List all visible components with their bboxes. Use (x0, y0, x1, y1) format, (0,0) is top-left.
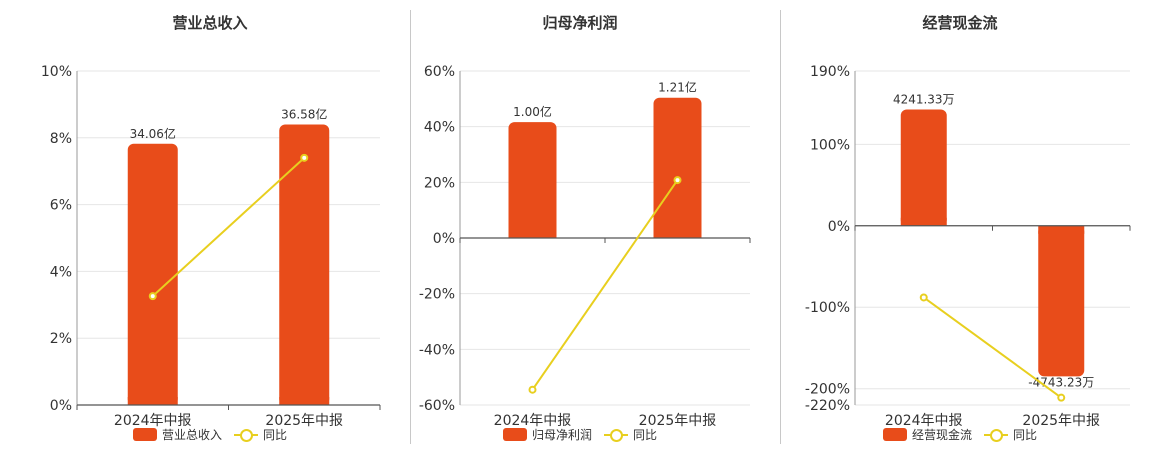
chart-panel-cash-flow: 经营现金流 -220% -200% -100% 0% 100% 190% 4241.33万 -… (775, 0, 1145, 450)
legend-bar-label: 归母净利润 (531, 428, 592, 442)
y-tick-label: 0% (828, 219, 850, 235)
chart-panel-revenue: 营业总收入 0% 2% 4% 6% 8% 10% 34.06亿 36.58亿 2024年中报 20… (25, 0, 395, 450)
chart-panel-net-profit: 归母净利润 -60% -40% -20% 0% 20% 40% 60% 1.00亿 1.21亿 2… (395, 0, 765, 450)
x-tick-label: 2025年中报 (1022, 413, 1100, 429)
y-tick-label: -220% (805, 398, 850, 414)
y-tick-label: -100% (805, 300, 850, 316)
legend-line-marker (604, 428, 628, 442)
bar-data-label: -4743.23万 (1028, 375, 1094, 389)
y-tick-label: 6% (50, 198, 72, 214)
bar-data-label: 34.06亿 (130, 126, 176, 141)
bar-base (127, 397, 178, 405)
line-point (1057, 393, 1066, 402)
line-point (673, 176, 682, 185)
legend-bar-label: 经营现金流 (911, 428, 972, 442)
panel-divider (780, 10, 781, 444)
legend-item-bar[interactable]: 经营现金流 (882, 426, 972, 443)
bar-base (508, 230, 557, 238)
legend-item-bar[interactable]: 归母净利润 (502, 426, 592, 443)
bar-base (653, 230, 702, 238)
bar (1038, 225, 1085, 377)
bar-base (900, 217, 947, 226)
legend-line-marker (984, 428, 1008, 442)
y-tick-label: 2% (50, 331, 72, 347)
chart-title: 归母净利润 (542, 14, 618, 32)
x-tick-label: 2024年中报 (494, 413, 572, 429)
legend-item-bar[interactable]: 营业总收入 (132, 426, 222, 443)
x-tick-label: 2025年中报 (639, 413, 717, 429)
line-series (923, 296, 1062, 399)
legend-line-label: 同比 (263, 428, 288, 442)
bar (508, 122, 557, 238)
legend-line-label: 同比 (1013, 428, 1038, 442)
bar-base (1038, 225, 1085, 234)
legend: 营业总收入 同比 (25, 426, 395, 443)
legend-item-line[interactable]: 同比 (234, 426, 287, 443)
x-tick-label: 2024年中报 (114, 413, 192, 429)
legend: 归母净利润 同比 (395, 426, 765, 443)
bar (653, 97, 702, 238)
bar-data-label: 36.58亿 (281, 106, 327, 121)
chart-svg: -60% -40% -20% 0% 20% 40% 60% 1.00亿 1.21亿 2024年中报… (419, 64, 751, 429)
bar (900, 109, 947, 226)
legend: 经营现金流 同比 (775, 426, 1145, 443)
chart-title: 营业总收入 (172, 14, 248, 32)
bar (127, 143, 178, 405)
legend-item-line[interactable]: 同比 (604, 426, 657, 443)
legend-bar-swatch (882, 428, 907, 441)
bar (279, 124, 330, 405)
y-tick-label: -20% (419, 287, 455, 303)
y-tick-label: 20% (424, 175, 455, 191)
y-tick-label: 190% (810, 64, 850, 80)
chart-title: 经营现金流 (922, 14, 998, 32)
legend-bar-swatch (132, 428, 157, 441)
y-tick-label: 100% (810, 137, 850, 153)
x-tick-label: 2024年中报 (885, 413, 963, 429)
bar-base (279, 397, 330, 405)
chart-svg: 0% 2% 4% 6% 8% 10% 34.06亿 36.58亿 2024年中报 2025年中报 (41, 64, 381, 429)
y-tick-label: 10% (41, 64, 72, 80)
line-series (152, 157, 305, 297)
legend-bar-label: 营业总收入 (161, 428, 222, 442)
panel-divider (410, 10, 411, 444)
line-series (531, 179, 679, 391)
y-tick-label: 60% (424, 64, 455, 80)
line-point (300, 153, 309, 162)
bar-data-label: 1.00亿 (513, 104, 552, 119)
y-tick-label: -200% (805, 382, 850, 398)
line-point (919, 293, 928, 302)
y-tick-label: -40% (419, 342, 455, 358)
y-tick-label: 4% (50, 264, 72, 280)
line-point (528, 385, 537, 394)
legend-bar-swatch (502, 428, 527, 441)
y-tick-label: 8% (50, 131, 72, 147)
y-tick-label: 0% (50, 398, 72, 414)
y-tick-label: -60% (419, 398, 455, 414)
chart-svg: -220%-200% -100% 0% 100% 190% 4241.33万 -4743.2… (805, 64, 1131, 429)
y-tick-label: 40% (424, 120, 455, 136)
legend-line-label: 同比 (633, 428, 658, 442)
y-tick-label: 0% (433, 231, 455, 247)
bar-data-label: 4241.33万 (893, 93, 955, 107)
x-tick-label: 2025年中报 (265, 413, 343, 429)
line-point (148, 292, 157, 301)
legend-line-marker (234, 428, 258, 442)
bar-data-label: 1.21亿 (658, 80, 697, 95)
legend-item-line[interactable]: 同比 (984, 426, 1037, 443)
